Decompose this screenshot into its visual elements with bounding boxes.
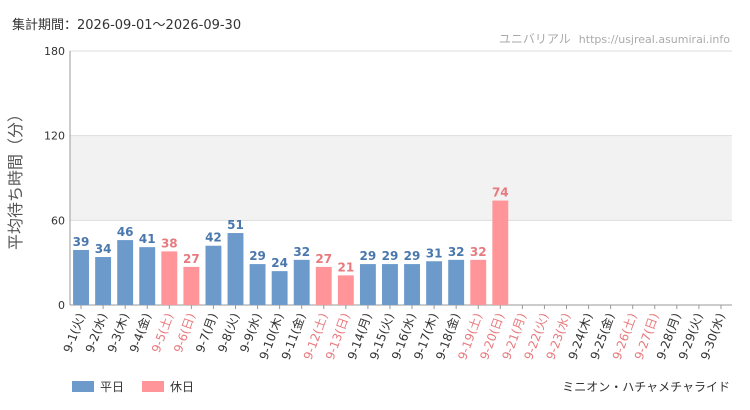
legend-item-weekday: 平日 — [72, 378, 124, 395]
y-tick-label: 0 — [58, 299, 65, 312]
bar — [293, 259, 310, 305]
legend-swatch-weekday — [72, 381, 94, 392]
data-label: 32 — [293, 245, 310, 259]
bar — [315, 266, 332, 305]
data-label: 29 — [382, 249, 399, 263]
bar — [73, 249, 89, 305]
data-label: 74 — [492, 186, 509, 200]
data-label: 21 — [337, 260, 354, 274]
bar — [271, 271, 288, 305]
bar — [448, 259, 465, 305]
data-label: 42 — [205, 231, 222, 245]
bar — [161, 251, 178, 305]
bar — [359, 264, 376, 305]
attraction-name: ミニオン・ハチャメチャライド — [562, 380, 730, 394]
bar — [249, 264, 266, 305]
data-label: 31 — [426, 246, 443, 260]
data-label: 51 — [227, 218, 244, 232]
data-label: 41 — [139, 232, 156, 246]
data-label: 32 — [470, 245, 487, 259]
legend-item-holiday: 休日 — [142, 378, 194, 395]
bar — [337, 275, 354, 305]
data-label: 34 — [95, 242, 112, 256]
bar — [227, 233, 244, 305]
bar — [426, 261, 443, 305]
data-label: 24 — [271, 256, 288, 270]
data-label: 27 — [315, 252, 332, 266]
legend-label-holiday: 休日 — [170, 380, 195, 394]
y-tick-label: 60 — [51, 214, 65, 227]
data-label: 29 — [249, 249, 266, 263]
bar — [470, 259, 487, 305]
y-tick-label: 180 — [44, 45, 65, 58]
data-label: 39 — [73, 235, 90, 249]
data-label: 32 — [448, 245, 465, 259]
data-label: 46 — [117, 225, 134, 239]
data-label: 29 — [360, 249, 377, 263]
bar — [492, 200, 509, 305]
data-label: 27 — [183, 252, 200, 266]
y-tick-label: 120 — [44, 130, 65, 143]
bar — [95, 257, 112, 305]
legend-label-weekday: 平日 — [100, 380, 125, 394]
bar — [183, 266, 200, 305]
legend: 平日 休日 — [72, 378, 194, 395]
bar — [205, 245, 222, 305]
bar — [404, 264, 420, 305]
bar — [117, 240, 134, 305]
site-url: https://usjreal.asumirai.info — [578, 33, 730, 46]
bar — [382, 264, 398, 305]
site-name: ユニバリアル — [498, 32, 571, 46]
data-label: 38 — [161, 236, 178, 250]
legend-swatch-holiday — [142, 381, 165, 392]
period-label: 集計期間：2026-09-01〜2026-09-30 — [12, 18, 242, 33]
data-label: 29 — [404, 249, 421, 263]
site-credit: ユニバリアル https://usjreal.asumirai.info — [499, 30, 730, 47]
bar — [139, 247, 156, 305]
shaded-band — [70, 135, 732, 221]
